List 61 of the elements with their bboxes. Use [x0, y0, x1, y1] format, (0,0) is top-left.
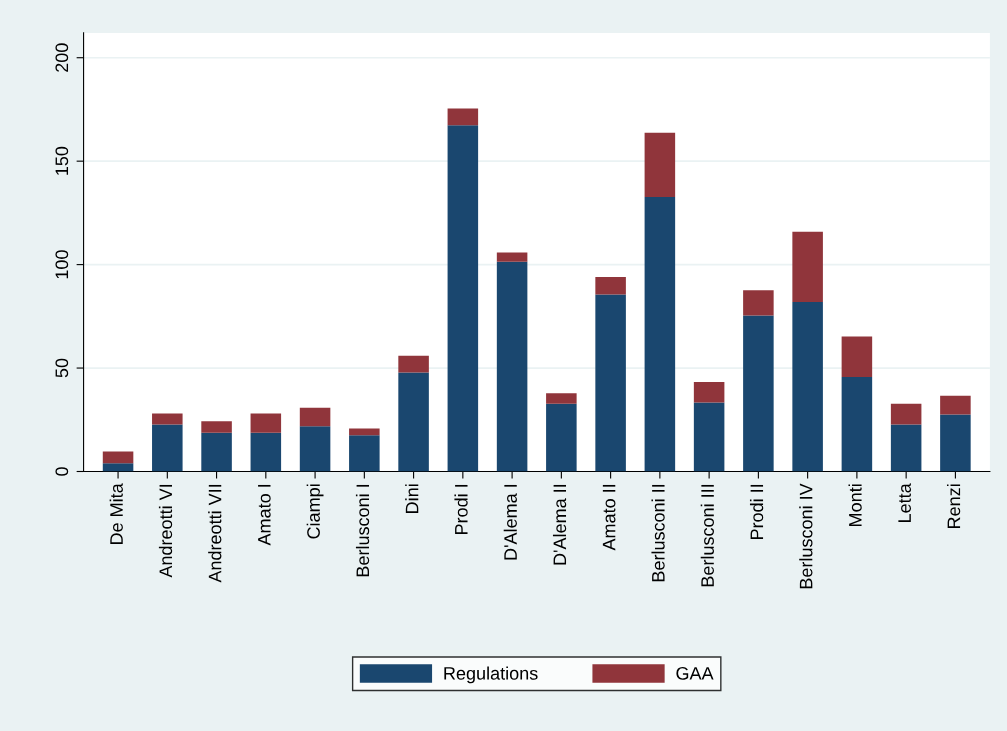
bar [644, 132, 676, 197]
bar [398, 372, 429, 472]
bar [152, 413, 183, 425]
y-tick-label: 50 [55, 358, 69, 378]
x-tick-label: Berlusconi I [355, 484, 370, 577]
bar [693, 402, 725, 472]
legend-label: Regulations [444, 666, 538, 684]
bar [299, 426, 331, 472]
bar [792, 231, 823, 303]
bar [693, 381, 725, 403]
x-tick-label: De Mita [109, 483, 123, 545]
bar [546, 403, 577, 472]
bar [595, 294, 626, 472]
y-tick-label: 150 [55, 146, 69, 175]
bar [447, 125, 479, 472]
x-tick-label: D'Alema I [503, 484, 517, 560]
bar [496, 252, 528, 262]
x-tick-label: Ciampi [306, 484, 324, 539]
x-tick-label: Amato II [602, 484, 616, 551]
bar [546, 393, 577, 404]
bar [299, 407, 331, 427]
x-tick-label: Berlusconi IV [799, 483, 813, 589]
bar [102, 451, 134, 464]
x-tick-label: Berlusconi II [651, 484, 665, 582]
bar [841, 376, 873, 472]
x-tick-label: Berlusconi III [700, 484, 714, 587]
x-tick-label: Prodi II [749, 484, 764, 540]
bar [447, 108, 479, 126]
x-tick-label: Monti [848, 484, 862, 526]
bar [644, 196, 676, 472]
bar [398, 355, 429, 373]
bar [496, 261, 528, 472]
y-tick-label: 100 [55, 250, 69, 279]
bar [841, 336, 873, 377]
x-tick-label: D'Alema II [552, 484, 567, 565]
bar [890, 424, 922, 472]
x-tick-label: Amato I [258, 484, 271, 546]
bar [595, 277, 626, 295]
x-tick-label: Prodi I [454, 484, 468, 534]
bar [940, 395, 971, 415]
bar [743, 290, 774, 316]
x-tick-label: Renzi [946, 484, 961, 528]
bar [940, 414, 971, 472]
x-tick-label: Dini [405, 484, 419, 513]
bar [792, 302, 823, 472]
y-tick-label: 0 [55, 467, 69, 476]
bar [250, 432, 282, 472]
bar [102, 463, 134, 472]
bar [152, 424, 183, 472]
bar [743, 315, 774, 472]
bar [201, 421, 232, 433]
x-tick-label: Letta [898, 483, 911, 522]
bar [890, 403, 922, 425]
bar [201, 432, 232, 472]
bar [349, 435, 380, 472]
bar [250, 413, 282, 433]
x-tick-label: Andreotti VI [158, 484, 173, 578]
legend-label: GAA [676, 666, 714, 680]
x-tick-label: Andreotti VII [208, 484, 222, 583]
bar [349, 428, 380, 436]
y-tick-label: 200 [55, 43, 69, 72]
